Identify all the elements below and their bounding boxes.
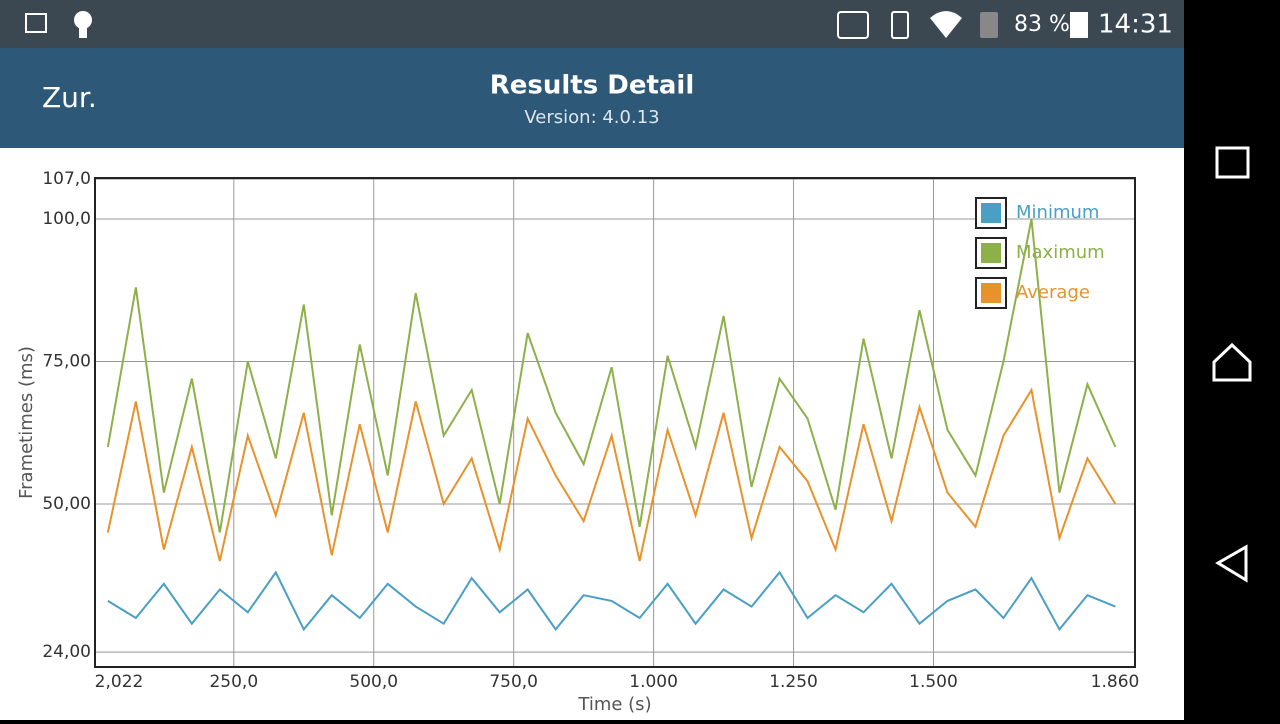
x-axis-label: Time (s): [577, 694, 651, 715]
x-tick-label: 500,0: [349, 672, 398, 692]
y-tick-label: 107,0: [42, 169, 91, 189]
nav-bar: [1184, 0, 1280, 720]
x-tick-label: 1.500: [909, 672, 958, 692]
legend-swatch: [981, 203, 1001, 223]
sim-icon: [980, 12, 998, 38]
recents-button[interactable]: [1215, 146, 1250, 179]
chart: 24,00 50,00 75,00 100,0 107,0 2,022 250,0 500,0…: [16, 169, 1139, 715]
subtitle: Version: 4.0.13: [524, 107, 659, 128]
bulb-base: [79, 28, 87, 38]
clock: 14:31: [1098, 10, 1173, 40]
wifi-icon: [930, 11, 962, 38]
back-button[interactable]: Zur.: [42, 81, 97, 114]
title: Results Detail: [490, 71, 695, 101]
x-tick-label: 750,0: [489, 672, 538, 692]
y-tick-label: 24,00: [42, 642, 91, 662]
legend-label: Average: [1016, 282, 1090, 303]
legend-swatch: [981, 283, 1001, 303]
plot-frame: [94, 177, 1136, 668]
legend-label: Maximum: [1016, 242, 1105, 263]
battery-percent: 83 %: [1014, 12, 1070, 37]
x-tick-label: 1.860: [1091, 672, 1140, 692]
nfc-icon: [837, 11, 869, 39]
home-button[interactable]: [1212, 342, 1252, 382]
y-tick-label: 100,0: [42, 209, 91, 229]
x-tick-label: 1.000: [629, 672, 678, 692]
app-bar: [0, 48, 1184, 148]
legend-swatch: [981, 243, 1001, 263]
x-tick-label: 2,022: [95, 672, 144, 692]
series-line: [107, 570, 1116, 632]
back-nav-button[interactable]: [1215, 544, 1248, 583]
status-bar: [0, 0, 1184, 48]
bulb-icon: [74, 11, 92, 29]
image-icon: [25, 13, 47, 33]
battery-icon: [1070, 12, 1088, 38]
legend-label: Minimum: [1016, 202, 1099, 223]
y-tick-label: 75,00: [42, 352, 91, 372]
series-line: [106, 387, 1117, 562]
x-tick-label: 250,0: [209, 672, 258, 692]
y-tick-label: 50,00: [42, 494, 91, 514]
y-axis-label: Frametimes (ms): [16, 346, 37, 499]
series-line: [106, 218, 1117, 533]
vibrate-icon: [891, 11, 909, 39]
x-tick-label: 1.250: [769, 672, 818, 692]
